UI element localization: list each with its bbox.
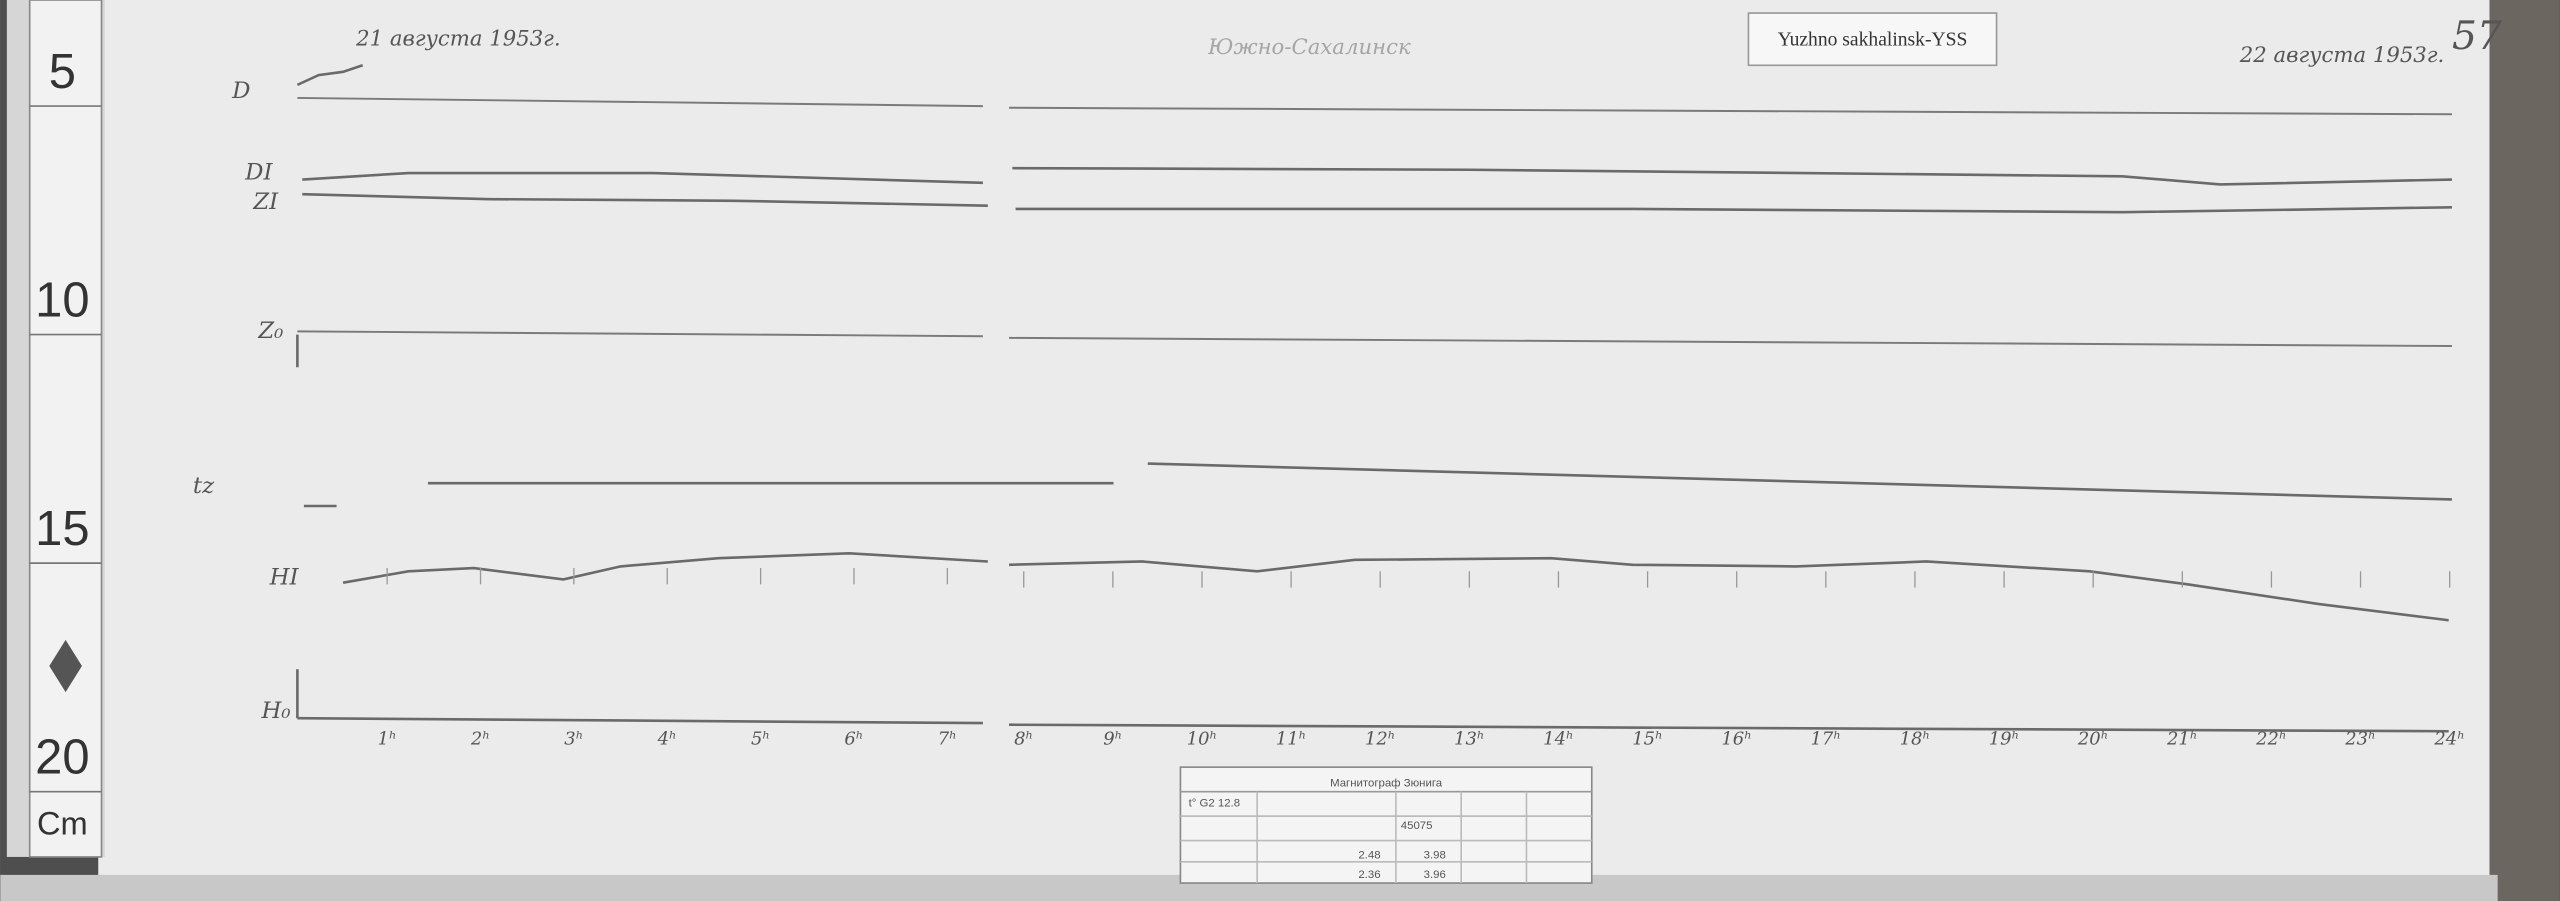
date-right: 22 августа 1953г. bbox=[2239, 43, 2445, 68]
paper bbox=[98, 0, 2498, 895]
ruler-unit: Cm bbox=[37, 805, 88, 842]
ruler-ticks bbox=[29, 105, 102, 793]
trace-h0 bbox=[297, 716, 983, 725]
ruler-label: 10 bbox=[35, 274, 89, 328]
hour-label: 5ʰ bbox=[751, 728, 770, 749]
trace-z0 bbox=[297, 330, 983, 338]
hour-labels: 1ʰ 2ʰ 3ʰ 4ʰ 5ʰ 6ʰ 7ʰ 8ʰ 9ʰ 10ʰ 11ʰ 12ʰ 13ʰ 14ʰ 15ʰ 16ʰ 1… bbox=[378, 568, 2465, 749]
trace-hook bbox=[296, 64, 364, 87]
trace-zi bbox=[1015, 205, 2452, 214]
trace-label: Z₀ bbox=[257, 318, 283, 344]
station: Южно-Сахалинск bbox=[1207, 35, 1411, 60]
hour-label: 24ʰ bbox=[2433, 728, 2465, 749]
hour-label: 18ʰ bbox=[1900, 728, 1931, 749]
sheet-number: 57 bbox=[2452, 14, 2502, 59]
table-cell: 3.98 bbox=[1424, 850, 1446, 862]
table-cell: 2.48 bbox=[1358, 850, 1380, 862]
hour-label: 7ʰ bbox=[938, 728, 957, 749]
stamp-table: Магнитограф Зюнига t° G2 12.8 45075 2.48… bbox=[1179, 766, 1593, 884]
hour-label: 3ʰ bbox=[564, 728, 583, 749]
trace-label: H₀ bbox=[260, 698, 290, 724]
hour-label: 16ʰ bbox=[1721, 728, 1752, 749]
trace-tz bbox=[1147, 462, 2452, 501]
traces bbox=[296, 64, 2452, 733]
ruler-label: 20 bbox=[35, 731, 89, 785]
hour-label: 20ʰ bbox=[2077, 728, 2109, 749]
table-cell: 3.96 bbox=[1424, 869, 1446, 881]
trace-zi bbox=[302, 192, 988, 207]
trace-d bbox=[297, 96, 983, 108]
trace-h0 bbox=[1009, 723, 2449, 733]
hour-label: 9ʰ bbox=[1103, 728, 1122, 749]
hour-label: 22ʰ bbox=[2255, 728, 2287, 749]
hour-label: 21ʰ bbox=[2166, 728, 2198, 749]
edge bbox=[2489, 0, 2560, 901]
trace-label: HI bbox=[269, 564, 300, 590]
date-left: 21 августа 1953г. bbox=[355, 27, 560, 52]
hour-label: 14ʰ bbox=[1543, 728, 1574, 749]
trace-d bbox=[1009, 106, 2452, 116]
trace-di bbox=[1012, 166, 2452, 186]
hour-label: 10ʰ bbox=[1187, 728, 1218, 749]
trace-label: D bbox=[231, 78, 250, 104]
hour-label: 8ʰ bbox=[1014, 728, 1033, 749]
hour-label: 19ʰ bbox=[1989, 728, 2020, 749]
station-tag bbox=[1747, 12, 1998, 67]
hour-label: 23ʰ bbox=[2344, 728, 2376, 749]
table-title: Магнитограф Зюнига bbox=[1330, 777, 1443, 789]
hour-label: 11ʰ bbox=[1276, 728, 1307, 749]
trace-hi bbox=[342, 552, 988, 584]
table-cell: 45075 bbox=[1401, 820, 1433, 832]
hour-label: 17ʰ bbox=[1811, 728, 1842, 749]
hour-label: 2ʰ bbox=[470, 728, 490, 749]
hour-label: 12ʰ bbox=[1365, 728, 1396, 749]
trace-hi bbox=[1009, 556, 2449, 622]
trace-label: DI bbox=[244, 160, 273, 186]
ruler-label: 15 bbox=[35, 502, 89, 556]
table-cell: t° G2 12.8 bbox=[1189, 797, 1240, 809]
ruler-label: 5 bbox=[49, 45, 76, 99]
hour-label: 6ʰ bbox=[844, 728, 863, 749]
hour-label: 13ʰ bbox=[1454, 728, 1485, 749]
table-frame bbox=[1179, 766, 1593, 884]
hour-label: 15ʰ bbox=[1632, 728, 1663, 749]
ruler bbox=[28, 0, 103, 858]
hour-label: 1ʰ bbox=[378, 728, 397, 749]
hour-label: 4ʰ bbox=[657, 728, 677, 749]
table-cell: 2.36 bbox=[1358, 869, 1380, 881]
ruler-marker bbox=[49, 639, 82, 693]
trace-label: tz bbox=[193, 473, 215, 499]
trace-di bbox=[302, 171, 983, 185]
trace-z0 bbox=[1009, 336, 2452, 348]
trace-label: ZI bbox=[252, 189, 279, 215]
station-tag-text: Yuzhno sakhalinsk-YSS bbox=[1778, 29, 1968, 50]
